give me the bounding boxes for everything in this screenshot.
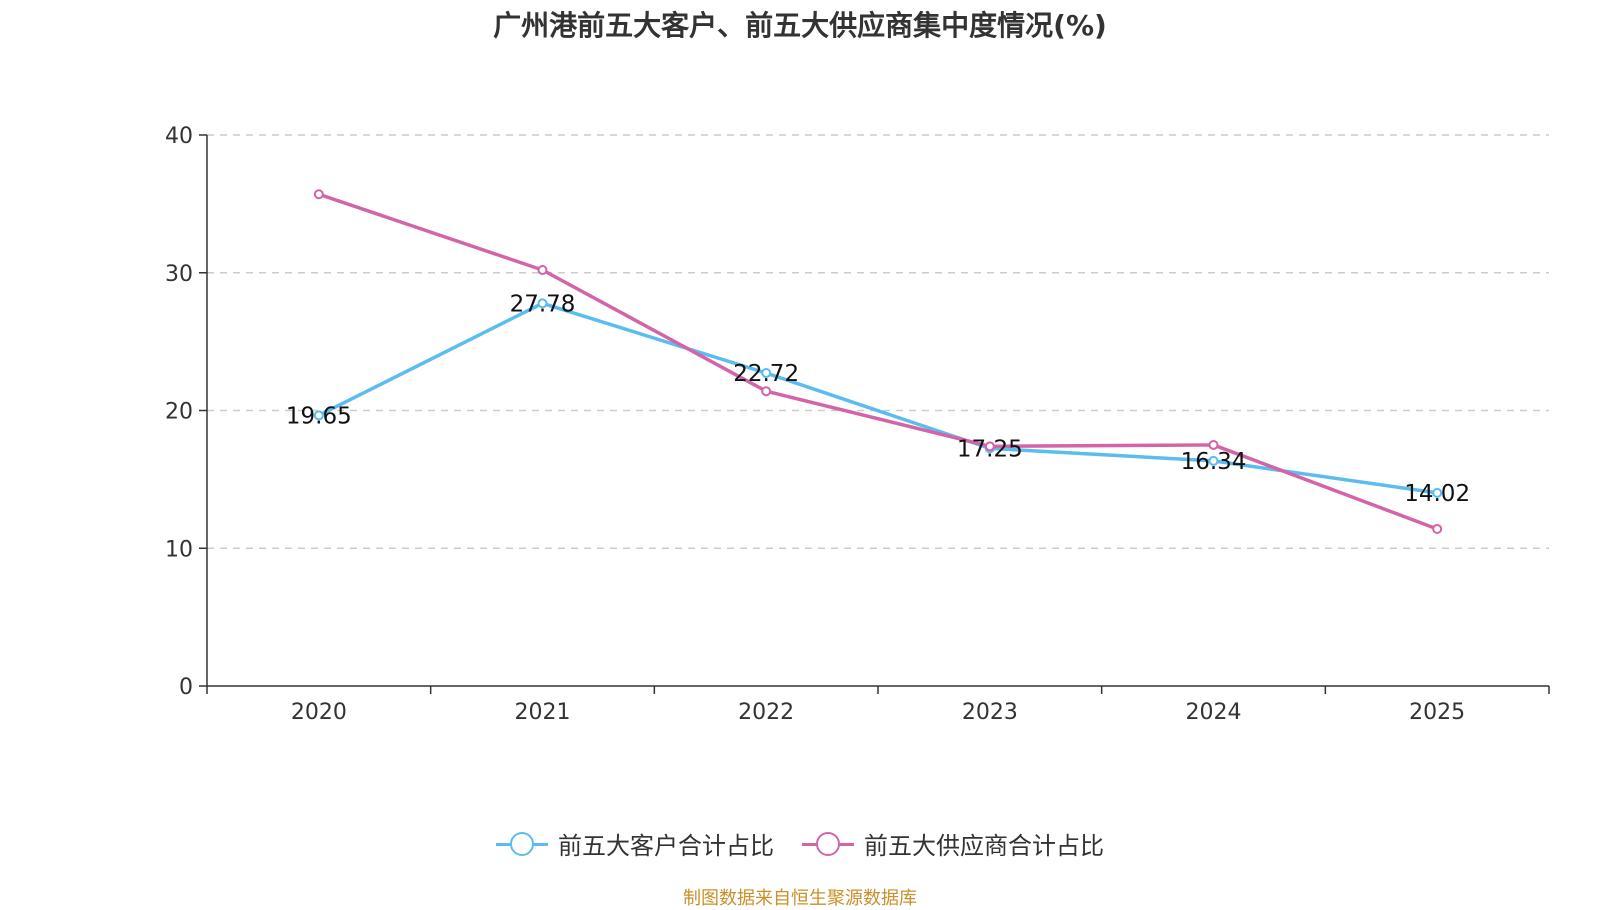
y-tick-label-10: 10 (165, 537, 193, 562)
y-tick-label-20: 20 (165, 400, 193, 425)
point-1-2020 (313, 189, 324, 200)
point-0-2022 (761, 368, 772, 379)
series-line-0 (318, 301, 1438, 495)
data-label-0-2021: 27.78 (510, 291, 576, 317)
x-tick-label-2024: 2024 (1186, 700, 1242, 725)
x-tick-label-2023: 2023 (962, 700, 1018, 725)
point-0-2021 (537, 298, 548, 309)
legend-item-suppliers[interactable]: 前五大供应商合计占比 (802, 826, 1104, 861)
x-tick-label-2020: 2020 (291, 700, 347, 725)
point-0-2024 (1208, 455, 1219, 466)
legend: 前五大客户合计占比 前五大供应商合计占比 (0, 826, 1600, 861)
y-tick-label-0: 0 (179, 675, 193, 700)
point-0-2025 (1432, 487, 1443, 498)
point-1-2022 (761, 386, 772, 397)
data-label-0-2023: 17.25 (957, 436, 1023, 462)
data-label-0-2025: 14.02 (1404, 481, 1470, 507)
point-1-2023 (984, 441, 995, 452)
point-1-2024 (1208, 439, 1219, 450)
y-tick-label-30: 30 (165, 262, 193, 287)
legend-label-suppliers: 前五大供应商合计占比 (864, 832, 1104, 860)
x-tick-label-2025: 2025 (1409, 700, 1465, 725)
legend-marker-customers (496, 831, 548, 856)
legend-marker-suppliers (802, 831, 854, 856)
data-source-note: 制图数据来自恒生聚源数据库 (683, 888, 917, 909)
y-tick-label-40: 40 (165, 124, 193, 149)
legend-item-customers[interactable]: 前五大客户合计占比 (496, 826, 774, 861)
legend-label-customers: 前五大客户合计占比 (558, 832, 774, 860)
data-label-0-2020: 19.65 (286, 403, 352, 429)
data-label-0-2022: 22.72 (733, 361, 799, 387)
series-line-1 (318, 192, 1438, 531)
x-tick-label-2021: 2021 (515, 700, 571, 725)
point-0-2020 (313, 410, 324, 421)
data-label-0-2024: 16.34 (1181, 449, 1247, 475)
point-1-2021 (537, 264, 548, 275)
chart-title: 广州港前五大客户、前五大供应商集中度情况(%) (493, 9, 1107, 42)
point-1-2025 (1432, 523, 1443, 534)
x-tick-label-2022: 2022 (738, 700, 794, 725)
